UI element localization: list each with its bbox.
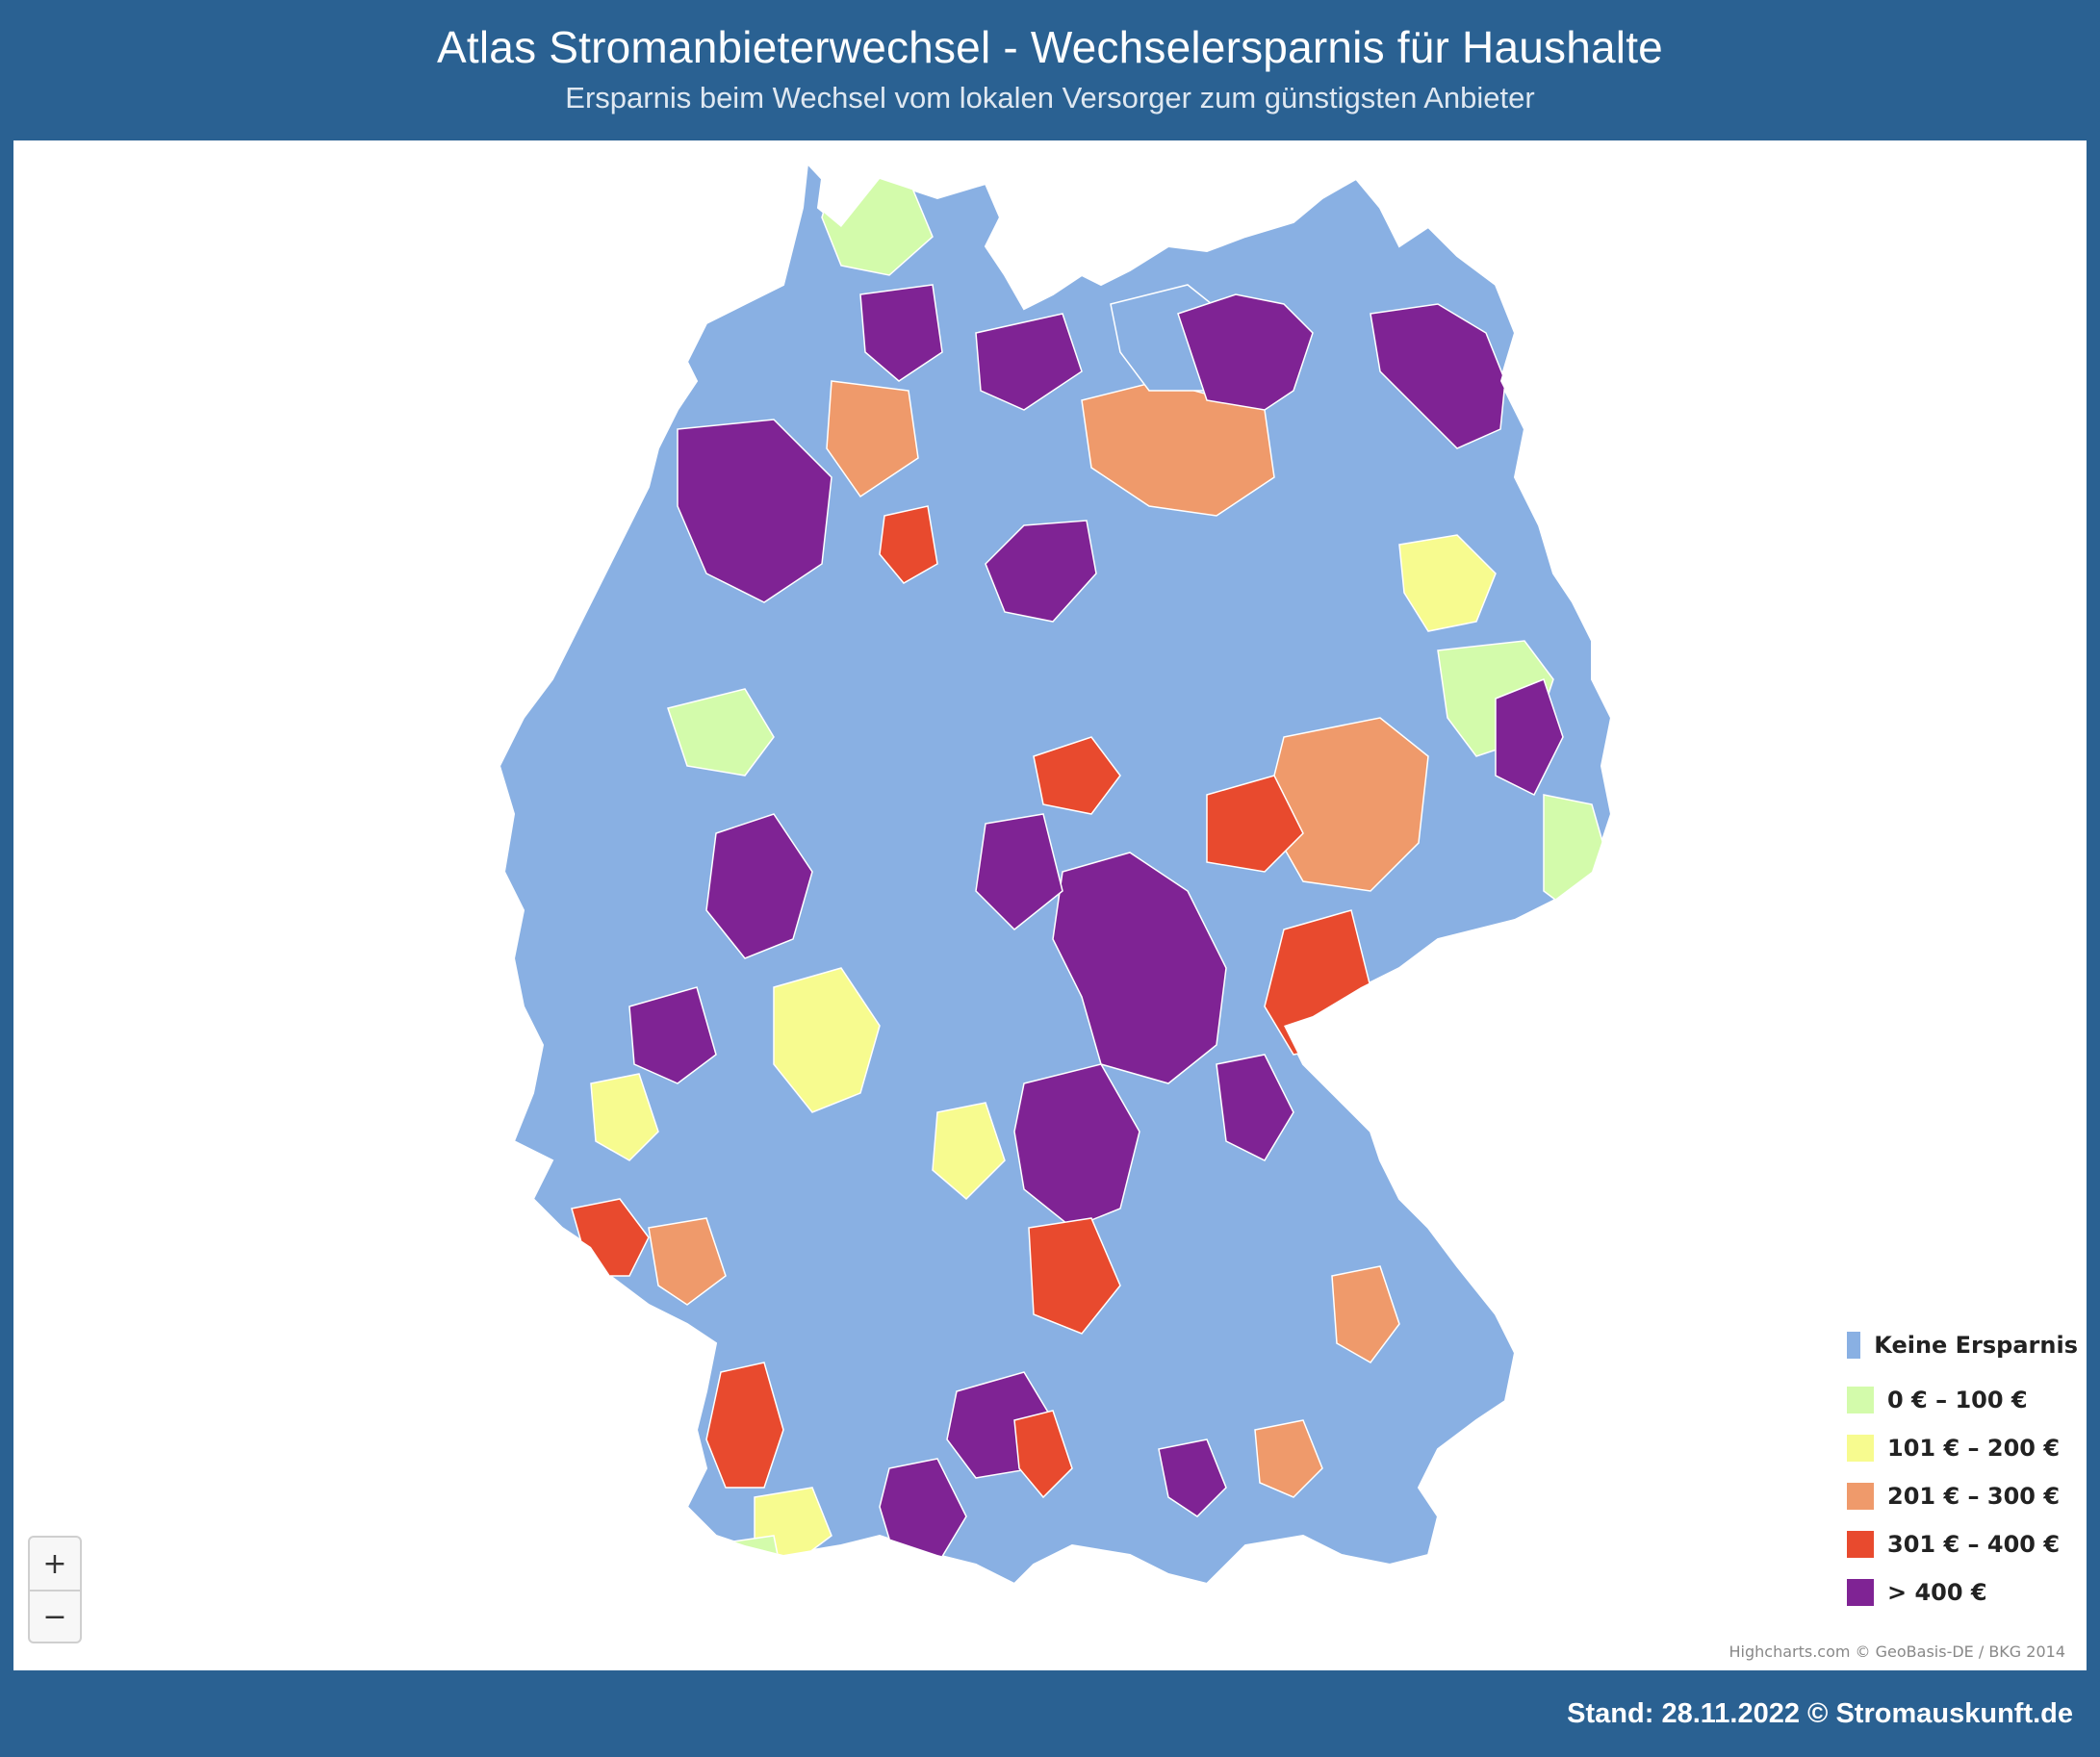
legend-swatch xyxy=(1847,1332,1861,1359)
map-region[interactable]: Rheinland-Pfalz Süd xyxy=(648,1217,727,1306)
map-region[interactable]: Vogtland xyxy=(1216,1054,1294,1161)
legend-label: > 400 € xyxy=(1887,1579,1987,1606)
map-region[interactable]: Emsland xyxy=(677,419,832,603)
legend-item[interactable]: 301 € – 400 € xyxy=(1847,1528,2078,1561)
footer: Stand: 28.11.2022 © Stromauskunft.de xyxy=(0,1670,2100,1757)
map-region[interactable]: Rosenheim xyxy=(1158,1439,1227,1517)
map-region[interactable]: Dithmarschen xyxy=(859,284,943,382)
map-region[interactable]: Landshut xyxy=(1254,1419,1323,1498)
legend-label: 101 € – 200 € xyxy=(1887,1435,2061,1462)
map-region[interactable]: Hessen Nord xyxy=(1033,736,1121,815)
map-region[interactable]: Aachen xyxy=(590,1073,659,1161)
map-region[interactable]: Hannover xyxy=(985,520,1097,623)
legend-swatch xyxy=(1847,1531,1874,1558)
map-region[interactable]: Münster xyxy=(667,688,775,777)
zoom-control: + − xyxy=(28,1536,82,1643)
map-region[interactable]: Ostalb xyxy=(1013,1410,1073,1499)
page-subtitle: Ersparnis beim Wechsel vom lokalen Verso… xyxy=(565,81,1535,115)
legend-item[interactable]: Keine Ersparnis xyxy=(1847,1329,2078,1362)
map-region[interactable]: Rhein-Main xyxy=(705,813,813,959)
map-region[interactable]: Ostholstein xyxy=(975,313,1083,411)
map-region[interactable]: Köln xyxy=(628,986,717,1084)
zoom-in-button[interactable]: + xyxy=(30,1538,80,1591)
map-region[interactable]: Thüringen Mitte xyxy=(1052,852,1227,1084)
map-region[interactable]: Spree-Neiße xyxy=(1495,678,1564,797)
map-region[interactable]: Leipzig xyxy=(1206,775,1304,873)
map-panel: Schleswig-FlensburgDithmarschenOstholste… xyxy=(13,140,2087,1670)
map-region[interactable]: Nienburg xyxy=(879,505,938,584)
header: Atlas Stromanbieterwechsel - Wechselersp… xyxy=(0,0,2100,140)
legend-item[interactable]: 101 € – 200 € xyxy=(1847,1432,2078,1464)
legend-label: 201 € – 300 € xyxy=(1887,1483,2061,1510)
legend-item[interactable]: > 400 € xyxy=(1847,1576,2078,1609)
legend-swatch xyxy=(1847,1579,1874,1606)
zoom-out-button[interactable]: − xyxy=(42,1599,67,1634)
map-region[interactable]: Mecklenburgische Seenplatte xyxy=(1177,293,1314,411)
page-title: Atlas Stromanbieterwechsel - Wechselersp… xyxy=(437,22,1663,72)
map-region[interactable]: Ortenau xyxy=(705,1362,784,1489)
map-region[interactable]: Hessen Mitte xyxy=(975,813,1063,931)
map-region[interactable]: Nürnberg xyxy=(1028,1217,1121,1335)
map-region[interactable]: Cuxhaven xyxy=(826,380,919,498)
footer-stand: Stand: 28.11.2022 © Stromauskunft.de xyxy=(1567,1698,2073,1729)
map-region[interactable]: Landkreis München xyxy=(1130,1593,1207,1670)
legend-swatch xyxy=(1847,1483,1874,1510)
legend-label: Keine Ersparnis xyxy=(1874,1332,2078,1359)
map-region[interactable]: Regensburg xyxy=(1331,1265,1400,1363)
map-region[interactable]: Vorpommern-Greifswald xyxy=(1370,303,1506,449)
map-region[interactable]: Würzburg xyxy=(1013,1063,1140,1229)
map-credits[interactable]: Highcharts.com © GeoBasis-DE / BKG 2014 xyxy=(1729,1642,2066,1661)
legend-swatch xyxy=(1847,1387,1874,1413)
legend-swatch xyxy=(1847,1435,1874,1462)
germany-choropleth-map[interactable]: Schleswig-FlensburgDithmarschenOstholste… xyxy=(13,140,2087,1670)
map-region[interactable]: Uckermark xyxy=(1398,534,1497,632)
map-region[interactable]: Karlsruhe xyxy=(932,1102,1006,1201)
map-region[interactable]: Main-Spessart xyxy=(773,967,881,1113)
legend-item[interactable]: 201 € – 300 € xyxy=(1847,1480,2078,1513)
legend-label: 0 € – 100 € xyxy=(1887,1387,2028,1413)
legend-item[interactable]: 0 € – 100 € xyxy=(1847,1384,2078,1416)
legend-label: 301 € – 400 € xyxy=(1887,1531,2061,1558)
